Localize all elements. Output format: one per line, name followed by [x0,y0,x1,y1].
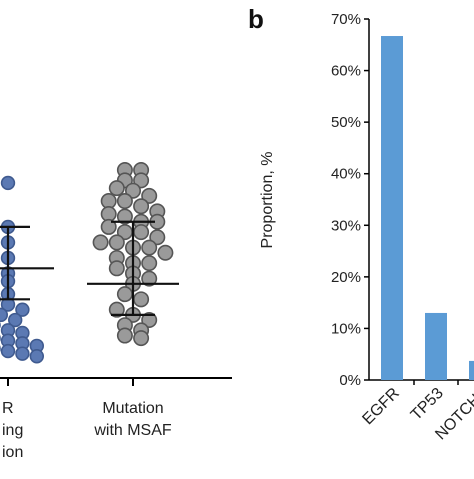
panel-b-y-tick-label: 10% [331,320,361,337]
panel-a-category-label: R [2,400,14,417]
blue-dot [0,343,16,359]
blue-dot [29,349,44,364]
gray-dot [141,187,158,204]
gray-dot [133,291,150,308]
panel-b: b 0% 10% 20% 30% 40% 50% 60% 70% Proportion, % EGF… [248,4,474,443]
gray-dot [133,330,150,347]
gray-dot [125,182,142,199]
panel-b-letter: b [248,4,264,34]
gray-dot [116,286,133,303]
blue-dot [0,175,16,191]
gray-dot [108,260,125,277]
blue-dot [15,346,30,361]
bar-tp53 [425,312,447,380]
gray-dot [157,244,174,261]
gray-dot [108,234,125,251]
gray-dot [133,172,150,189]
panel-b-y-tick-label: 30% [331,217,361,234]
gray-dot [92,234,109,251]
panel-a-category-label: ion [2,444,23,461]
gray-dot [133,198,150,215]
panel-b-category-label: TP53 [408,385,447,424]
gray-dot [149,229,166,246]
panel-b-y-tick-label: 0% [339,372,361,389]
bar-egfr [381,36,403,381]
panel-b-category-label: EGFR [359,385,402,428]
gray-dot [133,224,150,241]
blue-dot [15,302,30,317]
gray-dot [141,239,158,256]
gray-dot [108,301,125,318]
panel-a-category-label: Mutation [102,400,163,417]
panel-a-category-label: ing [2,422,23,439]
gray-dot [108,180,125,197]
gray-dot [116,208,133,225]
gray-dot [116,327,133,344]
gray-dot [100,218,117,235]
panel-b-y-tick-label: 50% [331,114,361,131]
blue-dot [0,307,8,323]
panel-b-y-axis-title: Proportion, % [259,152,276,249]
panel-b-y-tick-label: 20% [331,269,361,286]
panel-b-y-tick-label: 60% [331,63,361,80]
panel-a-category-label: with MSAF [93,422,172,439]
bar-notch1 [469,360,474,380]
gray-dot [116,193,133,210]
panel-b-y-tick-label: 70% [331,11,361,28]
blue-dot [7,312,23,328]
gray-dot [141,255,158,272]
panel-b-y-tick-label: 40% [331,166,361,183]
gray-dot [141,312,158,329]
gray-dot [141,270,158,287]
